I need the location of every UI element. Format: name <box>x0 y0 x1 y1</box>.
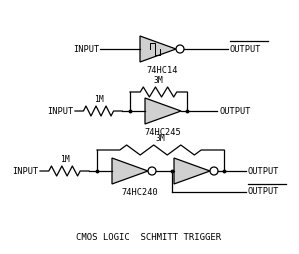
Text: CMOS LOGIC  SCHMITT TRIGGER: CMOS LOGIC SCHMITT TRIGGER <box>77 233 222 242</box>
Text: INPUT: INPUT <box>12 167 38 176</box>
Text: OUTPUT: OUTPUT <box>230 44 262 54</box>
Text: 1M: 1M <box>60 155 69 164</box>
Text: 3M: 3M <box>154 76 163 85</box>
Text: OUTPUT: OUTPUT <box>248 167 280 176</box>
Text: 74HC245: 74HC245 <box>145 128 181 137</box>
Polygon shape <box>112 158 148 184</box>
Text: INPUT: INPUT <box>47 106 73 116</box>
Text: 1M: 1M <box>94 95 103 104</box>
Text: OUTPUT: OUTPUT <box>219 106 251 116</box>
Polygon shape <box>145 98 181 124</box>
Text: 74HC240: 74HC240 <box>122 188 158 197</box>
Text: OUTPUT: OUTPUT <box>248 187 280 197</box>
Text: 74HC14: 74HC14 <box>146 66 178 75</box>
Polygon shape <box>174 158 210 184</box>
Text: 3M: 3M <box>155 134 165 143</box>
Polygon shape <box>140 36 176 62</box>
Text: INPUT: INPUT <box>73 44 99 54</box>
